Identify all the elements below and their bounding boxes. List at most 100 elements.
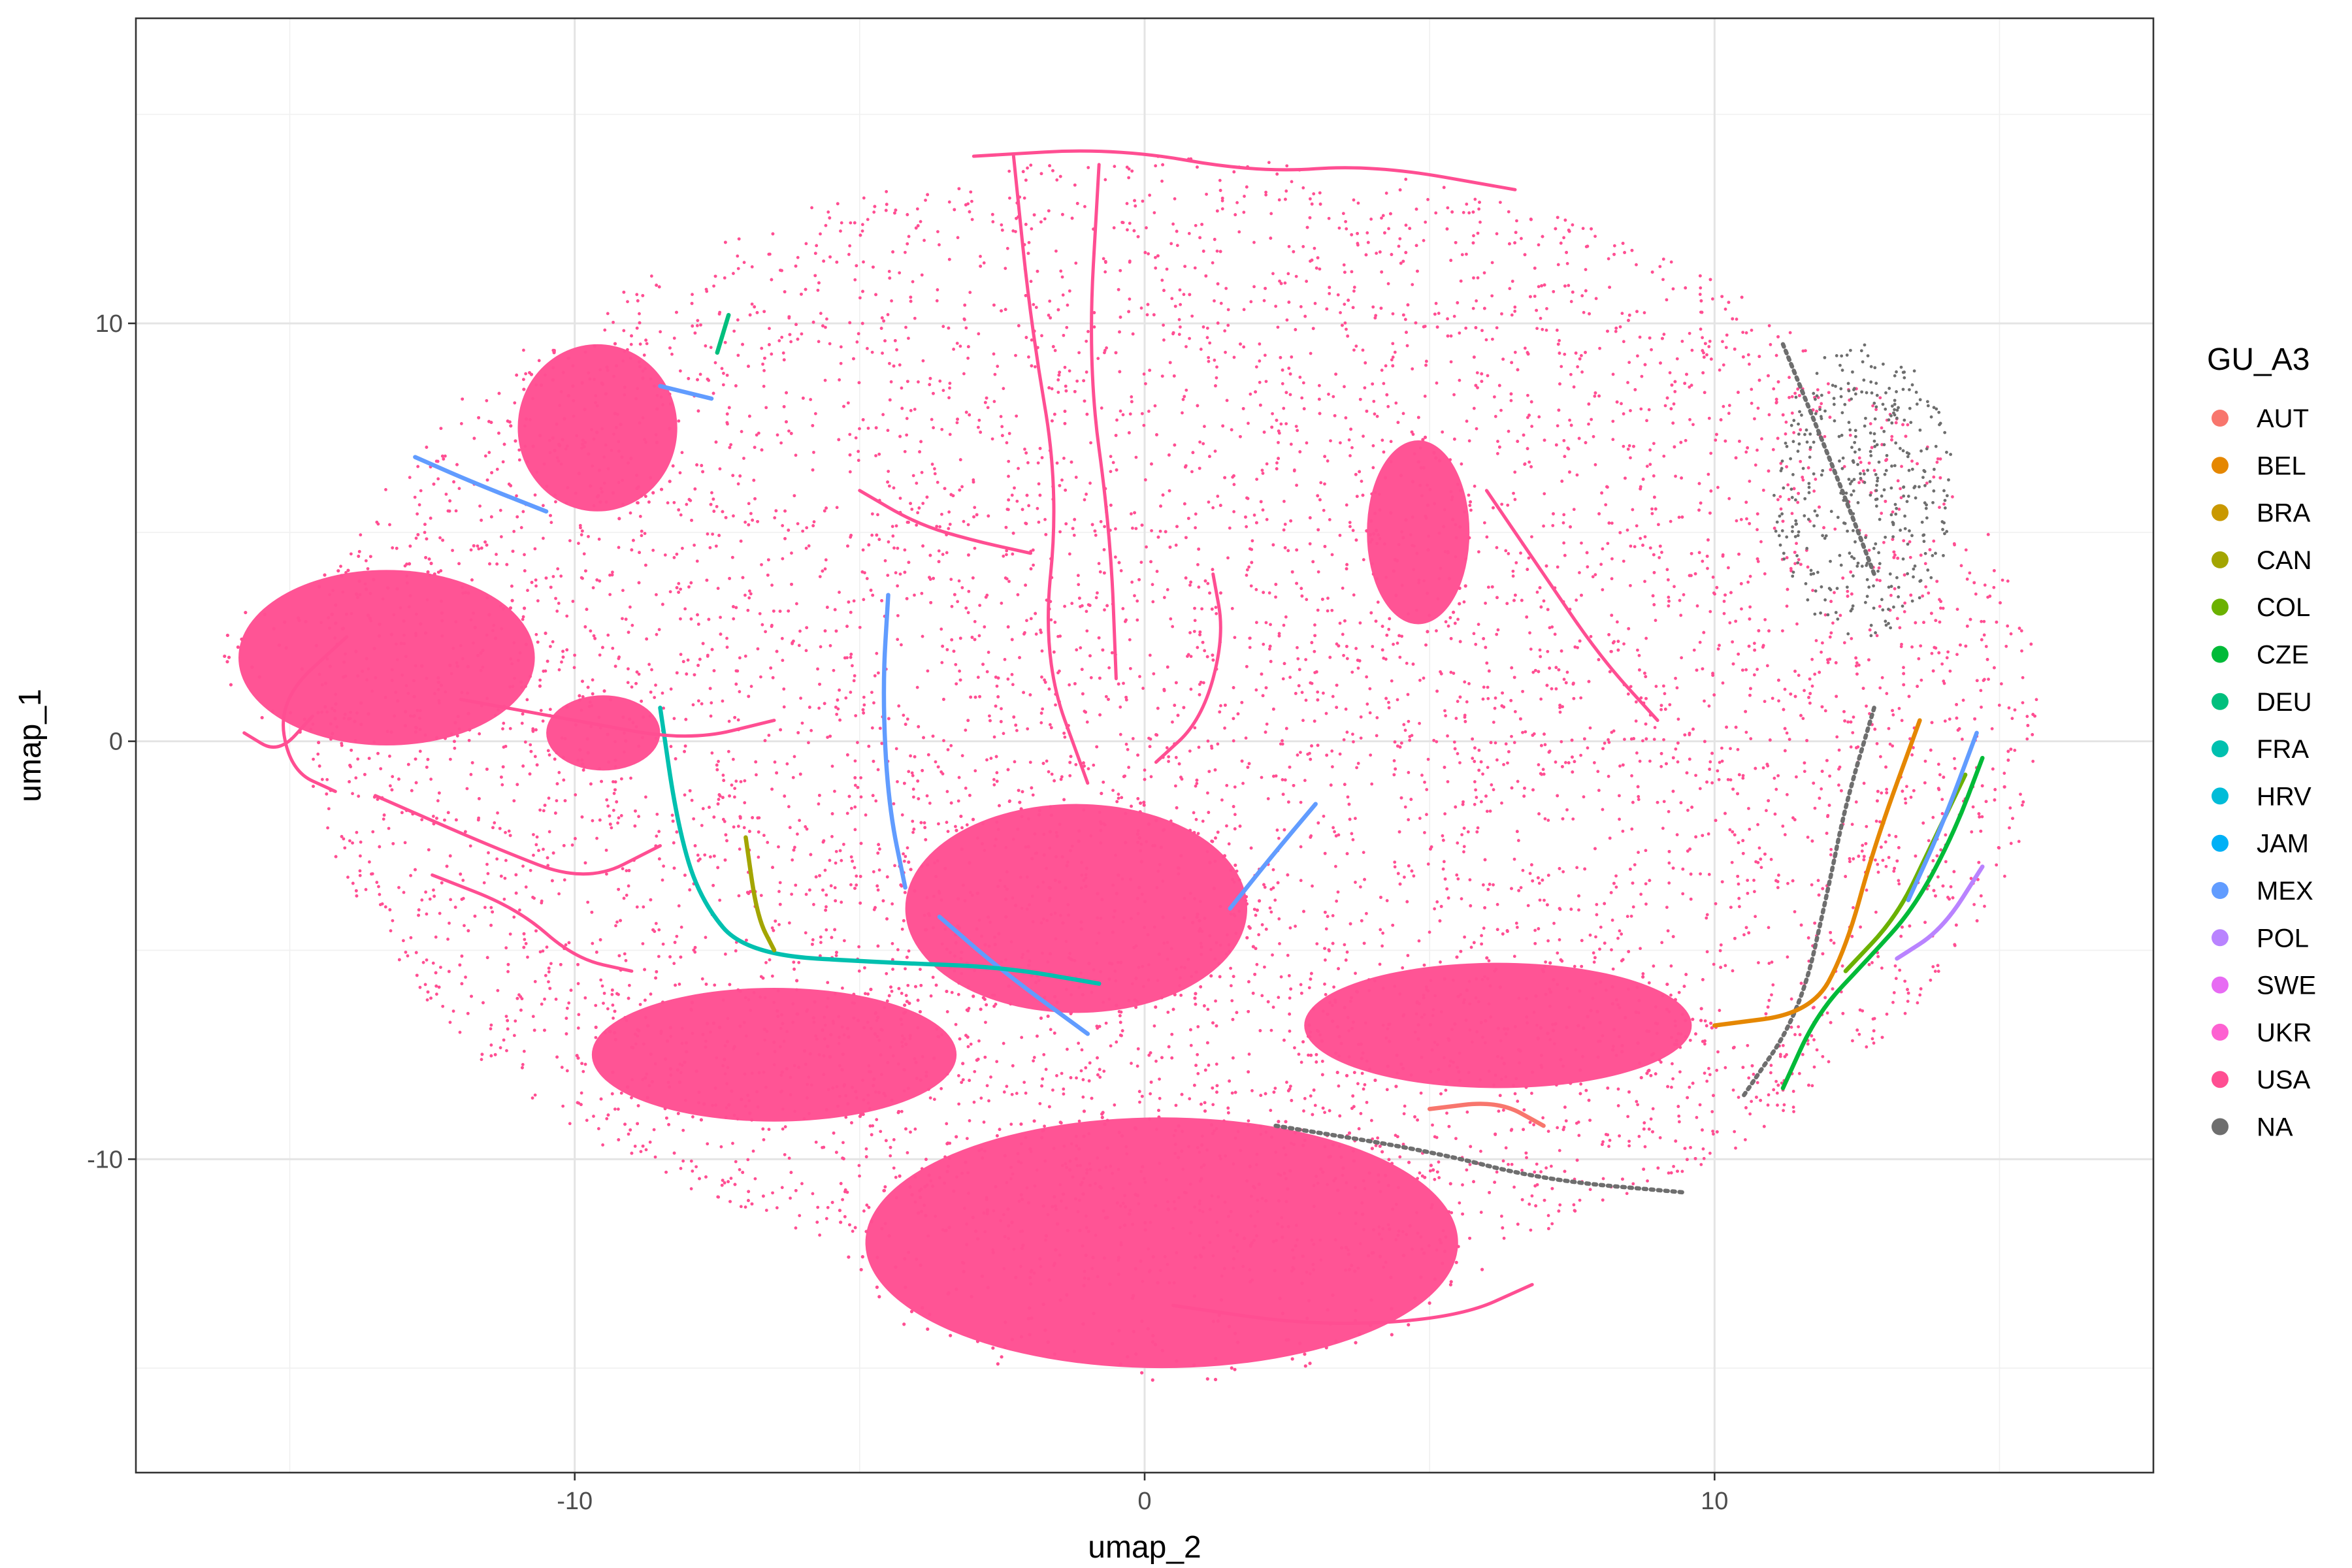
- data-point: [1936, 762, 1940, 766]
- data-point: [857, 945, 861, 949]
- data-point: [1356, 666, 1360, 670]
- data-point: [428, 897, 432, 901]
- data-point: [1085, 610, 1088, 613]
- data-point: [1980, 815, 1984, 819]
- data-point: [1580, 370, 1584, 374]
- data-point: [969, 1042, 973, 1046]
- data-point: [1477, 623, 1480, 627]
- data-point: [1629, 544, 1633, 548]
- data-point: [1601, 808, 1605, 811]
- data-point: [1271, 953, 1274, 957]
- data-point: [1558, 706, 1561, 710]
- data-point: [812, 903, 815, 906]
- data-point: [1403, 728, 1407, 732]
- data-point: [1002, 387, 1005, 391]
- data-point: [1341, 212, 1345, 216]
- data-point: [1257, 933, 1261, 937]
- data-point: [1554, 687, 1558, 691]
- data-point: [1333, 830, 1336, 834]
- data-point: [1484, 338, 1488, 342]
- data-point: [1579, 696, 1583, 700]
- data-point: [416, 465, 420, 468]
- data-point: [1119, 705, 1122, 709]
- data-point: [710, 491, 713, 495]
- data-point: [1171, 222, 1175, 226]
- data-point: [467, 738, 471, 742]
- data-point: [1491, 337, 1494, 341]
- data-point: [1195, 781, 1199, 785]
- data-point: [992, 783, 996, 787]
- data-point: [813, 412, 817, 416]
- data-point: [1543, 817, 1547, 821]
- data-point: [1533, 295, 1537, 298]
- data-point: [713, 983, 717, 987]
- data-point: [538, 808, 542, 812]
- data-point: [841, 1198, 844, 1201]
- data-point: [907, 235, 911, 238]
- data-point: [1938, 606, 1942, 610]
- data-point: [854, 714, 858, 717]
- data-point: [1820, 641, 1824, 645]
- data-point: [863, 992, 867, 996]
- data-point: [947, 510, 951, 514]
- data-point: [1537, 881, 1541, 885]
- data-point: [1362, 1087, 1365, 1091]
- data-point: [1872, 1041, 1876, 1045]
- data-point: [1074, 261, 1078, 265]
- data-point: [1666, 929, 1670, 933]
- data-point: [1269, 1028, 1273, 1032]
- data-point: [397, 886, 400, 889]
- data-point: [833, 789, 836, 793]
- data-point: [1216, 495, 1220, 498]
- data-point: [1777, 699, 1780, 703]
- data-point: [1512, 1185, 1516, 1189]
- data-point: [1595, 903, 1599, 906]
- data-point: [1441, 834, 1445, 838]
- data-point: [589, 629, 593, 633]
- data-point: [1781, 1043, 1785, 1047]
- data-point: [862, 703, 866, 707]
- data-point: [414, 536, 418, 540]
- data-point: [1002, 732, 1005, 736]
- data-point: [635, 293, 639, 297]
- data-point: [608, 573, 612, 577]
- data-point: [555, 610, 559, 613]
- data-point: [1987, 678, 1990, 681]
- data-point: [572, 666, 576, 670]
- data-point: [1878, 686, 1882, 690]
- data-point: [1333, 864, 1337, 868]
- data-point: [849, 855, 853, 859]
- data-point: [1085, 370, 1088, 374]
- data-point: [1897, 882, 1901, 886]
- data-point: [517, 458, 521, 462]
- data-point: [594, 1004, 598, 1007]
- data-point: [1327, 393, 1330, 396]
- data-point: [964, 326, 968, 330]
- data-point: [1397, 244, 1401, 248]
- data-point: [502, 745, 506, 749]
- data-point: [1677, 1114, 1681, 1118]
- data-point: [890, 525, 894, 529]
- data-point: [1328, 291, 1331, 295]
- data-point: [1452, 672, 1456, 675]
- data-point: [1419, 1091, 1423, 1095]
- data-point: [1779, 507, 1783, 511]
- data-point: [1741, 774, 1745, 777]
- data-point: [638, 514, 642, 518]
- data-point: [351, 792, 354, 796]
- data-point: [1005, 549, 1009, 553]
- data-point: [1556, 424, 1560, 428]
- data-point: [1618, 794, 1621, 798]
- data-point: [1232, 739, 1235, 743]
- data-point: [1707, 416, 1711, 420]
- data-point: [1324, 992, 1328, 996]
- data-point: [1190, 470, 1194, 474]
- data-point: [1294, 274, 1298, 278]
- data-point: [1474, 642, 1478, 646]
- data-point: [539, 709, 543, 712]
- data-point: [1032, 1056, 1036, 1059]
- data-point: [1359, 736, 1363, 740]
- data-point: [1232, 510, 1236, 514]
- data-point: [1567, 284, 1571, 287]
- data-point: [1462, 600, 1466, 604]
